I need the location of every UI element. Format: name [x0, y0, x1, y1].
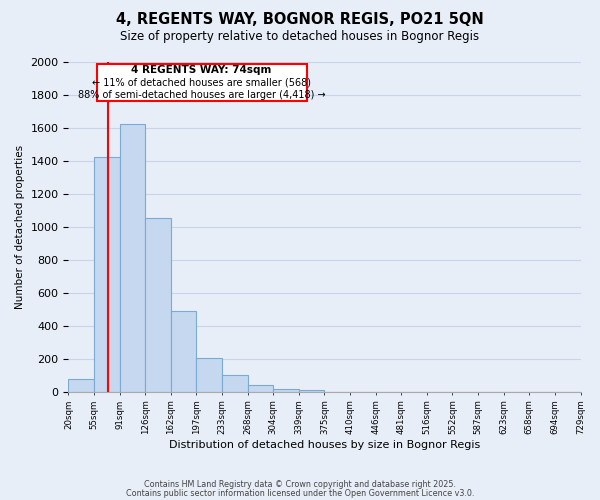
Bar [94, 158, 119, 392]
Bar [68, 378, 94, 392]
Text: Contains HM Land Registry data © Crown copyright and database right 2025.: Contains HM Land Registry data © Crown c… [144, 480, 456, 489]
Bar [196, 358, 222, 392]
Bar [171, 311, 196, 392]
X-axis label: Distribution of detached houses by size in Bognor Regis: Distribution of detached houses by size … [169, 440, 480, 450]
Text: 4, REGENTS WAY, BOGNOR REGIS, PO21 5QN: 4, REGENTS WAY, BOGNOR REGIS, PO21 5QN [116, 12, 484, 28]
Text: 4 REGENTS WAY: 74sqm: 4 REGENTS WAY: 74sqm [131, 65, 272, 75]
Y-axis label: Number of detached properties: Number of detached properties [15, 144, 25, 309]
Text: Contains public sector information licensed under the Open Government Licence v3: Contains public sector information licen… [126, 488, 474, 498]
Text: Size of property relative to detached houses in Bognor Regis: Size of property relative to detached ho… [121, 30, 479, 43]
Bar [299, 390, 325, 392]
Bar [119, 124, 145, 392]
Bar [248, 386, 273, 392]
Bar [273, 388, 299, 392]
Bar [222, 374, 248, 392]
Text: 88% of semi-detached houses are larger (4,418) →: 88% of semi-detached houses are larger (… [78, 90, 325, 100]
Bar [145, 218, 171, 392]
Text: ← 11% of detached houses are smaller (568): ← 11% of detached houses are smaller (56… [92, 78, 311, 88]
FancyBboxPatch shape [97, 64, 307, 101]
